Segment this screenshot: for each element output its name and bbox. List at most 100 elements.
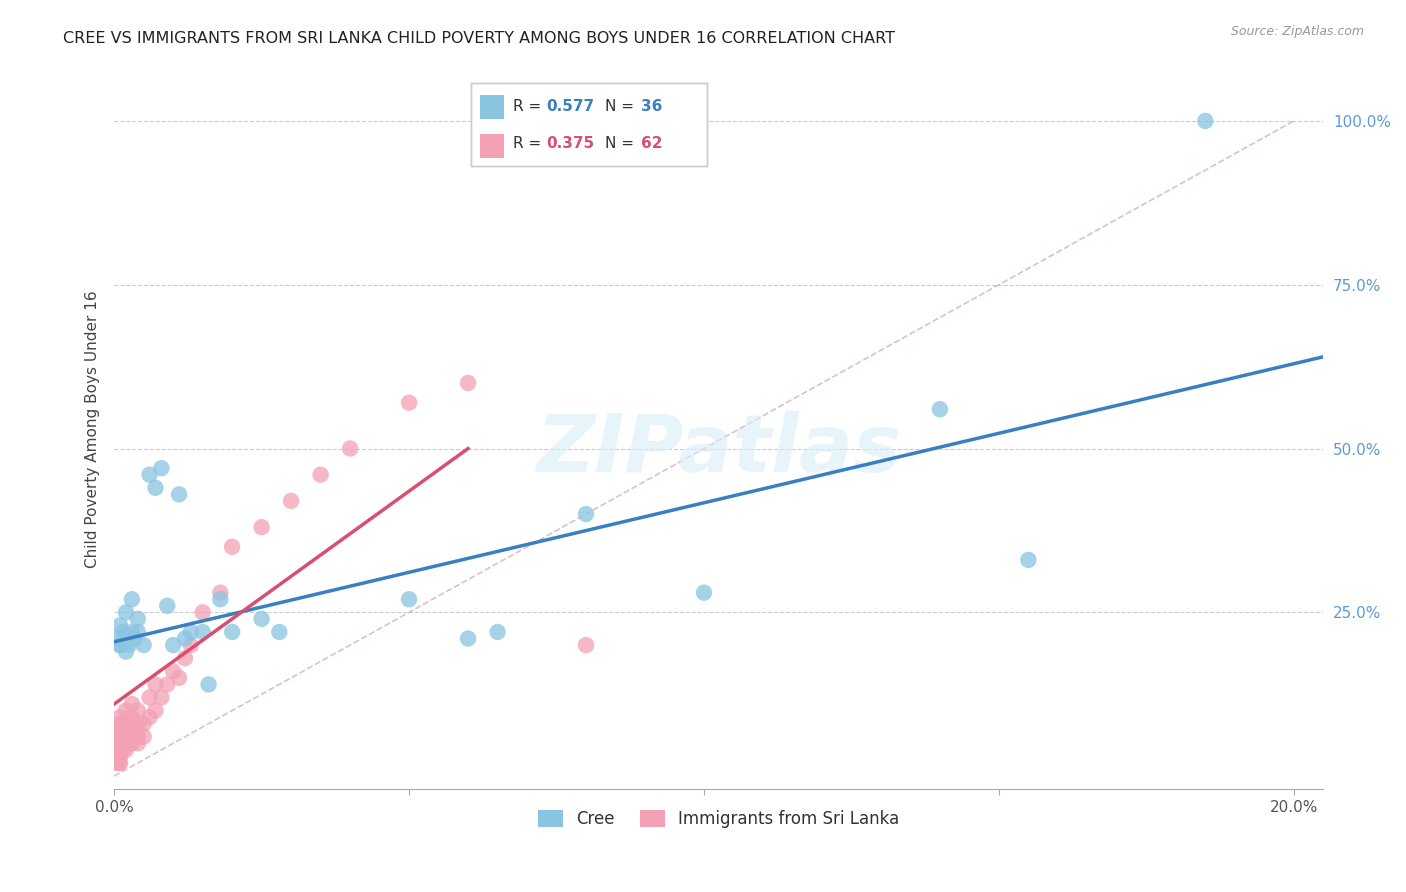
Point (115, 730, 138, 744)
Point (250, 612, 273, 626)
Point (124, 632, 146, 646)
Point (127, 612, 149, 626)
Point (174, 632, 197, 646)
Point (162, 665, 184, 679)
Point (108, 736, 131, 750)
Point (127, 730, 149, 744)
Point (132, 730, 155, 744)
Point (145, 677, 167, 691)
Point (112, 743, 135, 757)
Point (121, 710, 143, 724)
Point (110, 743, 132, 757)
Point (180, 624, 202, 639)
Point (115, 605, 138, 619)
Legend: Cree, Immigrants from Sri Lanka: Cree, Immigrants from Sri Lanka (531, 804, 905, 835)
Point (269, 624, 291, 639)
Point (108, 749, 131, 764)
Point (108, 749, 131, 764)
Point (105, 749, 128, 764)
Point (156, 599, 179, 613)
Point (114, 736, 136, 750)
Point (115, 716, 138, 731)
Point (457, 376, 479, 390)
Point (132, 716, 155, 731)
Point (118, 730, 141, 744)
Point (191, 605, 214, 619)
Point (108, 710, 131, 724)
Point (150, 461, 173, 475)
Point (167, 671, 190, 685)
Point (108, 743, 131, 757)
Point (339, 442, 361, 456)
Point (115, 736, 138, 750)
Point (121, 697, 143, 711)
Point (575, 638, 598, 652)
Point (150, 690, 173, 705)
Point (111, 736, 134, 750)
Point (112, 730, 135, 744)
Point (108, 723, 131, 738)
Point (112, 716, 135, 731)
Point (108, 756, 131, 770)
Point (108, 638, 131, 652)
Point (221, 624, 243, 639)
Point (280, 494, 302, 508)
Point (486, 624, 509, 639)
Point (197, 677, 219, 691)
Point (108, 723, 131, 738)
Point (112, 624, 135, 639)
Point (575, 507, 598, 521)
Point (127, 624, 149, 639)
Point (162, 638, 184, 652)
Y-axis label: Child Poverty Among Boys Under 16: Child Poverty Among Boys Under 16 (86, 290, 100, 567)
Point (156, 677, 179, 691)
Point (121, 592, 143, 607)
Point (132, 638, 155, 652)
Point (127, 716, 149, 731)
Point (118, 638, 141, 652)
Point (457, 632, 479, 646)
Point (167, 487, 190, 501)
Point (127, 704, 149, 718)
Point (108, 618, 131, 632)
Text: ZIPatlas: ZIPatlas (536, 411, 901, 490)
Point (138, 710, 160, 724)
Point (115, 645, 138, 659)
Point (108, 638, 131, 652)
Point (309, 467, 332, 482)
Point (145, 481, 167, 495)
Point (145, 704, 167, 718)
Point (108, 730, 131, 744)
Text: Source: ZipAtlas.com: Source: ZipAtlas.com (1230, 25, 1364, 38)
Point (398, 592, 420, 607)
Point (398, 395, 420, 409)
Point (107, 736, 129, 750)
Point (121, 723, 143, 738)
Point (111, 730, 134, 744)
Point (108, 716, 131, 731)
Point (180, 638, 202, 652)
Point (174, 651, 197, 665)
Point (191, 624, 214, 639)
Point (115, 723, 138, 738)
Point (121, 736, 143, 750)
Point (115, 704, 138, 718)
Text: CREE VS IMMIGRANTS FROM SRI LANKA CHILD POVERTY AMONG BOYS UNDER 16 CORRELATION : CREE VS IMMIGRANTS FROM SRI LANKA CHILD … (63, 31, 896, 46)
Point (108, 632, 131, 646)
Point (250, 520, 273, 534)
Point (107, 730, 129, 744)
Point (108, 756, 131, 770)
Point (138, 467, 160, 482)
Point (693, 585, 716, 599)
Point (928, 402, 950, 417)
Point (138, 690, 160, 705)
Point (115, 743, 138, 757)
Point (209, 585, 232, 599)
Point (105, 756, 128, 770)
Point (127, 736, 149, 750)
Point (1017, 553, 1039, 567)
Point (221, 540, 243, 554)
Point (127, 723, 149, 738)
Point (118, 716, 141, 731)
Point (121, 624, 143, 639)
